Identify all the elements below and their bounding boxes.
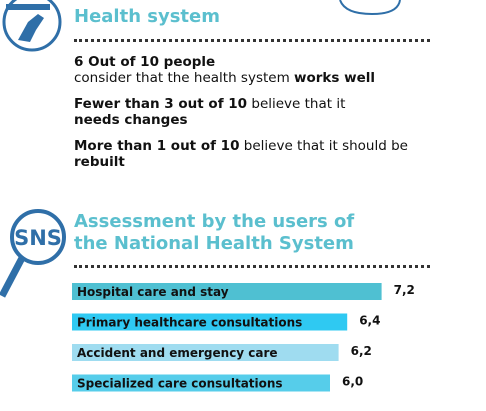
value-label: 6,0 [342, 375, 363, 389]
divider [74, 265, 430, 268]
text: believe that it should be [239, 138, 408, 154]
bar-label: Primary healthcare consultations [77, 316, 302, 330]
divider [74, 39, 430, 42]
bar-label: Accident and emergency care [77, 346, 278, 360]
text-line: More than 1 out of 10 believe that it sh… [74, 138, 408, 154]
bar [72, 283, 382, 300]
value-label: 6,2 [351, 344, 372, 358]
bold-text: Fewer than 3 out of 10 [74, 96, 248, 112]
hand-shape [18, 14, 44, 42]
value-label: 6,4 [359, 314, 380, 328]
text-line: Fewer than 3 out of 10 believe that it [74, 96, 345, 112]
section-title: Assessment by the users of [74, 211, 355, 232]
bold-text: needs changes [74, 112, 188, 128]
icon-label: SNS [14, 226, 62, 250]
card [6, 4, 50, 10]
bar-label: Specialized care consultations [77, 377, 283, 391]
text-line: needs changes [74, 112, 188, 128]
text: believe that it [247, 96, 346, 112]
bubble-icon [339, 0, 401, 16]
value-label: 7,2 [394, 283, 415, 297]
text: consider that the health system [74, 70, 295, 86]
bar [72, 313, 348, 331]
bar [72, 344, 339, 361]
bold-text: works well [294, 70, 376, 86]
text-line: rebuilt [74, 154, 125, 170]
magnifier [10, 209, 66, 265]
text-line: consider that the health system works we… [74, 70, 375, 86]
bold-text: rebuilt [74, 154, 125, 170]
bold-text: 6 Out of 10 people [74, 54, 216, 70]
bar-label: Hospital care and stay [77, 285, 229, 299]
bold-text: More than 1 out of 10 [74, 138, 240, 154]
section-title: Health system [74, 6, 221, 27]
text-line: 6 Out of 10 people [74, 54, 215, 70]
bar [72, 374, 330, 392]
section-title: the National Health System [74, 233, 354, 254]
magnifier-handle [0, 256, 26, 298]
